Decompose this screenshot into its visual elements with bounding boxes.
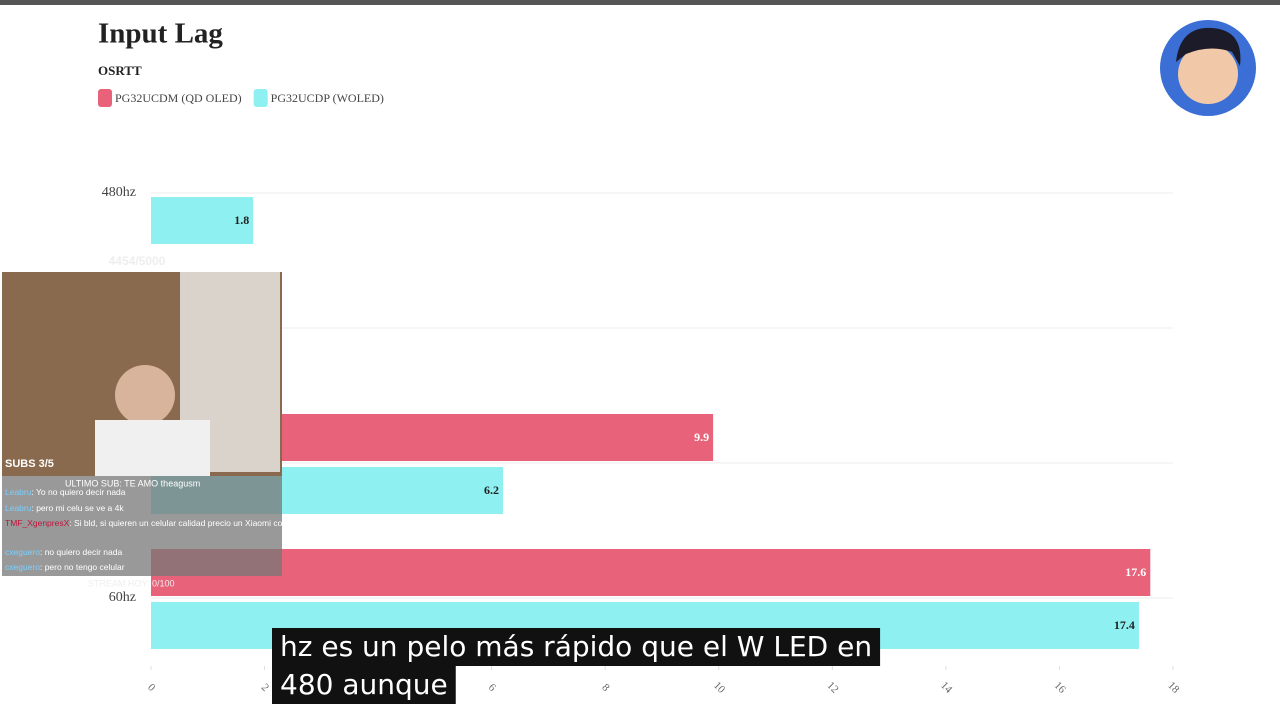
chart-title: Input Lag xyxy=(98,18,223,50)
stream-overlay: 4454/5000 SUBS 3/5 ULTIMO SUB: TE AMO thea… xyxy=(2,254,307,588)
chat-user: TMF_XgenpresX xyxy=(5,518,70,528)
caption-line: 480 aunque xyxy=(280,668,448,701)
caption-bg xyxy=(272,628,881,666)
chart-subtitle: OSRTT xyxy=(98,63,142,78)
x-tick-label: 16 xyxy=(1052,680,1069,697)
value-label: 17.4 xyxy=(1114,618,1135,632)
bar xyxy=(151,549,1151,596)
y-tick-label: 480hz xyxy=(102,185,136,200)
bar xyxy=(151,197,254,244)
avatar xyxy=(1160,20,1256,116)
x-tick-label: 14 xyxy=(938,680,955,697)
top-bar xyxy=(0,0,1280,5)
webcam-person xyxy=(115,365,175,425)
x-tick-label: 6 xyxy=(486,681,499,694)
chat-box xyxy=(2,476,282,576)
chat-line: cxeguero: pero no tengo celular xyxy=(5,562,125,572)
chat-user: cxeguero xyxy=(5,562,40,572)
x-tick-label: 8 xyxy=(599,681,612,694)
chat-line: Leabru: Yo no quiero decir nada xyxy=(5,487,126,497)
x-tick-label: 12 xyxy=(825,680,841,696)
caption: hz es un pelo más rápido que el W LED en… xyxy=(272,628,881,704)
chat-text: : Yo no quiero decir nada xyxy=(31,487,125,497)
legend-swatch xyxy=(253,89,268,107)
chat-text: : no quiero decir nada xyxy=(40,547,122,557)
x-tick-label: 18 xyxy=(1165,680,1182,697)
stream-counter: STREAM HOY: 0/100 xyxy=(88,578,175,588)
chat-user: cxeguero xyxy=(5,547,40,557)
goal-counter: 4454/5000 xyxy=(109,254,166,268)
chat-line: Leabru: pero mi celu se ve a 4k xyxy=(5,503,124,513)
chat-user: Leabru xyxy=(5,503,32,513)
chat-user: Leabru xyxy=(5,487,32,497)
subs-counter: SUBS 3/5 xyxy=(5,458,54,470)
x-tick-label: 10 xyxy=(711,680,728,697)
chat-text: : pero mi celu se ve a 4k xyxy=(31,503,124,513)
x-tick-label: 0 xyxy=(145,681,158,694)
caption-bg xyxy=(272,666,456,704)
chat-text: : pero no tengo celular xyxy=(40,562,125,572)
caption-line: hz es un pelo más rápido que el W LED en xyxy=(280,630,872,663)
y-tick-label: 60hz xyxy=(109,590,136,605)
legend-swatch xyxy=(98,89,112,107)
webcam-shirt xyxy=(95,420,210,476)
value-label: 9.9 xyxy=(694,430,709,444)
chat-line: TMF_XgenpresX: Si bld, si quieren un cel… xyxy=(5,518,307,528)
chat-line: cxeguero: no quiero decir nada xyxy=(5,547,122,557)
last-sub: ULTIMO SUB: TE AMO theagusm xyxy=(65,478,200,488)
value-label: 17.6 xyxy=(1125,565,1146,579)
x-tick-label: 2 xyxy=(259,681,271,693)
legend-label: PG32UCDM (QD OLED) xyxy=(115,91,242,105)
legend-label: PG32UCDP (WOLED) xyxy=(271,91,384,105)
value-label: 1.8 xyxy=(234,213,249,227)
value-label: 6.2 xyxy=(484,483,499,497)
chat-text: : Si bld, si quieren un celular calidad … xyxy=(69,518,306,528)
